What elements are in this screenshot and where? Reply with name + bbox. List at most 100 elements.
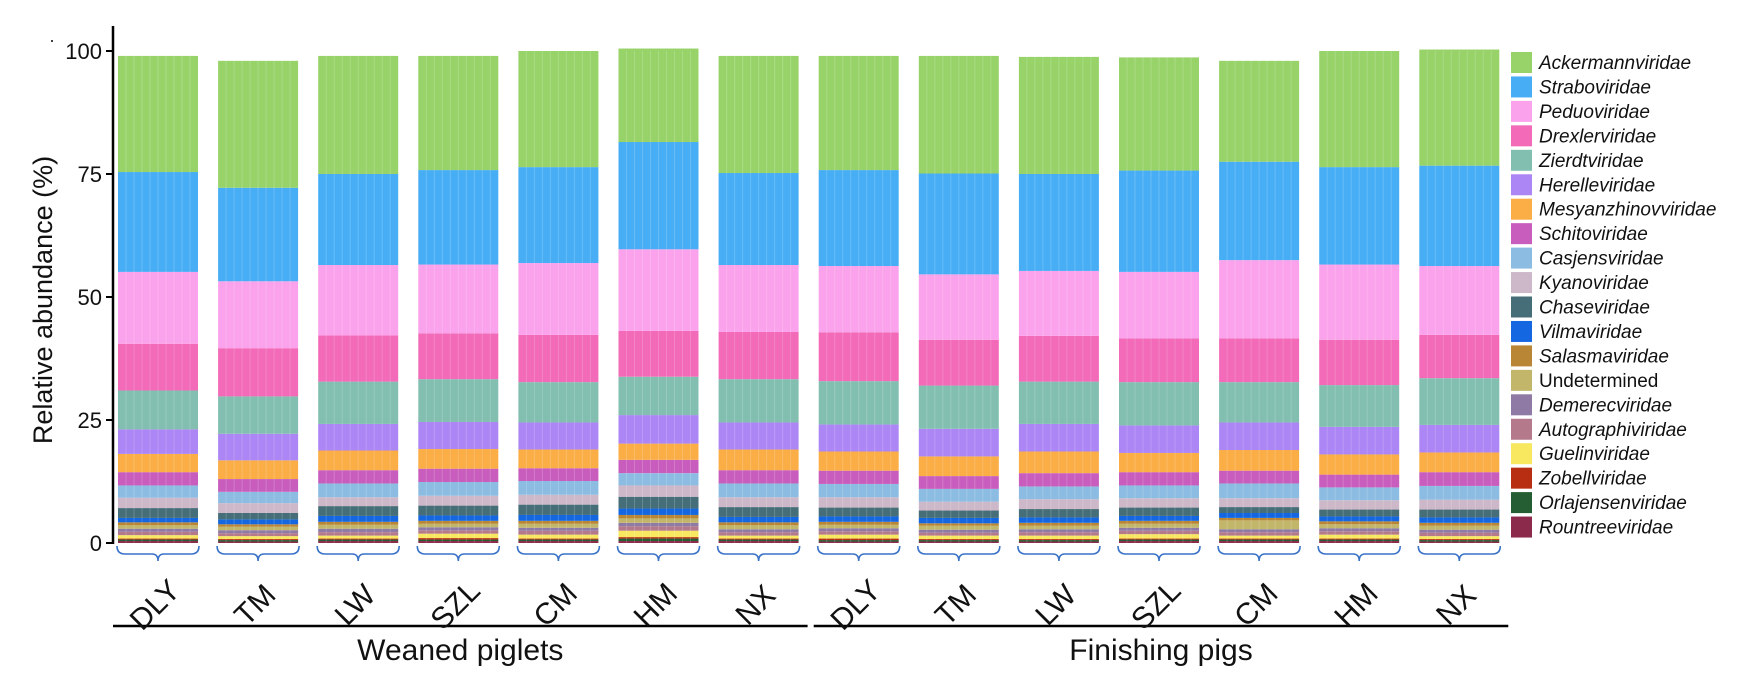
bar-segment-vilmaviridae — [818, 516, 899, 522]
bar-segment-undetermined — [518, 523, 599, 528]
x-tick-label: TM — [228, 578, 282, 632]
bar-segment-zierdtviridae — [1419, 378, 1500, 425]
bar-segment-chaseviridae — [818, 507, 899, 517]
bar-segment-undetermined — [818, 524, 899, 529]
legend-swatch — [1511, 320, 1532, 342]
legend-item-kyanoviridae: Kyanoviridae — [1511, 272, 1649, 294]
legend-swatch — [1511, 296, 1532, 318]
bar-segment-casjensviridae — [318, 483, 399, 498]
bar-segment-orlajensenviridae — [418, 539, 499, 542]
bar-segment-schitoviridae — [218, 479, 299, 492]
bar-segment-ackermannviridae — [418, 55, 499, 171]
x-tick-label: NX — [1430, 579, 1483, 632]
bar-segment-demerecviridae — [1219, 529, 1300, 533]
legend-item-zobellviridae: Zobellviridae — [1511, 467, 1647, 490]
bar-segment-demerecviridae — [618, 522, 699, 527]
bar-segment-chaseviridae — [618, 496, 699, 509]
bar-segment-rountreeviridae — [818, 541, 899, 543]
legend-swatch — [1511, 198, 1532, 220]
bar-segment-salasmaviridae — [218, 524, 299, 527]
bar-segment-drexlerviridae — [1319, 339, 1400, 386]
sample-brace — [917, 545, 1001, 562]
bar-segment-orlajensenviridae — [518, 539, 599, 542]
bar-column-nx-2 — [1417, 49, 1502, 562]
bar-segment-zierdtviridae — [1119, 382, 1199, 426]
bar-segment-undetermined — [718, 525, 799, 530]
bar-segment-straboviridae — [418, 170, 499, 265]
sample-brace — [716, 545, 801, 562]
bar-segment-mesyanzhinovviridae — [418, 449, 499, 469]
bar-segment-straboviridae — [1419, 165, 1500, 267]
legend-swatch — [1511, 52, 1532, 73]
legend: Ackermannviridae Straboviridae Peduovirida… — [1511, 52, 1716, 539]
bar-segment-straboviridae — [618, 142, 699, 250]
legend-item-straboviridae: Straboviridae — [1511, 76, 1651, 98]
bar-segment-peduoviridae — [618, 249, 699, 331]
sample-brace — [1117, 545, 1201, 562]
bar-segment-orlajensenviridae — [618, 538, 699, 542]
bar-segment-peduoviridae — [1219, 260, 1300, 339]
bar-segment-salasmaviridae — [918, 523, 999, 526]
bar-segment-autographiviridae — [718, 532, 799, 536]
bar-segment-drexlerviridae — [1018, 335, 1099, 382]
bar-segment-demerecviridae — [118, 528, 198, 532]
bar-segment-ackermannviridae — [118, 55, 198, 173]
bar-segment-herelleviridae — [1319, 426, 1400, 455]
bar-segment-chaseviridae — [318, 506, 399, 516]
bar-segment-casjensviridae — [718, 483, 799, 498]
bar-column-nx-1 — [716, 51, 801, 562]
bar-segment-rountreeviridae — [1018, 541, 1099, 543]
bar-segment-guelinviridae — [318, 535, 399, 539]
bar-segment-chaseviridae — [718, 507, 799, 517]
bar-segment-guelinviridae — [818, 534, 899, 539]
legend-label: Chaseviridae — [1539, 298, 1650, 319]
bar-segment-casjensviridae — [1119, 485, 1199, 499]
bar-segment-undetermined — [1419, 525, 1500, 530]
bar-segment-mesyanzhinovviridae — [618, 443, 699, 460]
legend-label: Herelleviridae — [1539, 175, 1655, 196]
bar-segment-herelleviridae — [618, 415, 699, 444]
y-tick-label: 50 — [78, 285, 102, 310]
bar-segment-guelinviridae — [518, 534, 599, 539]
bar-segment-vilmaviridae — [1319, 516, 1400, 522]
legend-item-casjensviridae: Casjensviridae — [1511, 247, 1664, 270]
sample-brace — [116, 545, 200, 562]
bar-segment-kyanoviridae — [718, 497, 799, 508]
bar-segment-orlajensenviridae — [1419, 540, 1500, 542]
bar-segment-drexlerviridae — [1219, 338, 1300, 383]
bar-segment-guelinviridae — [1419, 536, 1500, 540]
bar-segment-straboviridae — [1319, 167, 1400, 265]
bar-segment-zobellviridae — [1119, 538, 1199, 540]
bar-segment-guelinviridae — [1219, 535, 1300, 539]
bar-segment-vilmaviridae — [218, 519, 299, 525]
bar-column-tm-1 — [216, 51, 300, 562]
legend-item-autographiviridae: Autographiviridae — [1511, 418, 1687, 441]
bar-segment-straboviridae — [718, 173, 799, 266]
legend-item-mesyanzhinovviridae: Mesyanzhinovviridae — [1511, 198, 1716, 221]
bar-segment-herelleviridae — [918, 428, 999, 457]
bar-segment-guelinviridae — [918, 535, 999, 540]
bar-segment-guelinviridae — [718, 535, 799, 539]
bar-segment-demerecviridae — [418, 527, 499, 531]
bar-segment-zierdtviridae — [518, 382, 599, 423]
bar-segment-peduoviridae — [418, 264, 499, 334]
bar-segment-straboviridae — [1018, 174, 1099, 271]
bar-segment-zobellviridae — [1018, 539, 1099, 541]
legend-swatch — [1511, 223, 1532, 245]
bar-segment-drexlerviridae — [618, 330, 699, 377]
bar-segment-peduoviridae — [1319, 264, 1400, 340]
bar-segment-zierdtviridae — [218, 396, 299, 434]
axes-layer: 0 25 50 75 100 Relative abundance (%) Weaned p… — [28, 26, 1509, 667]
bar-segment-zobellviridae — [918, 539, 999, 541]
legend-label: Vilmaviridae — [1539, 322, 1642, 343]
bar-segment-drexlerviridae — [1119, 338, 1199, 383]
bar-segment-salasmaviridae — [818, 521, 899, 525]
legend-swatch — [1511, 394, 1532, 416]
bar-segment-kyanoviridae — [318, 497, 399, 507]
bar-column-lw-1 — [316, 51, 400, 562]
bar-column-lw-2 — [1017, 51, 1101, 562]
bar-segment-mesyanzhinovviridae — [718, 449, 799, 471]
bar-segment-demerecviridae — [518, 527, 599, 531]
bar-segment-drexlerviridae — [918, 339, 999, 386]
bar-segment-zierdtviridae — [818, 381, 899, 425]
